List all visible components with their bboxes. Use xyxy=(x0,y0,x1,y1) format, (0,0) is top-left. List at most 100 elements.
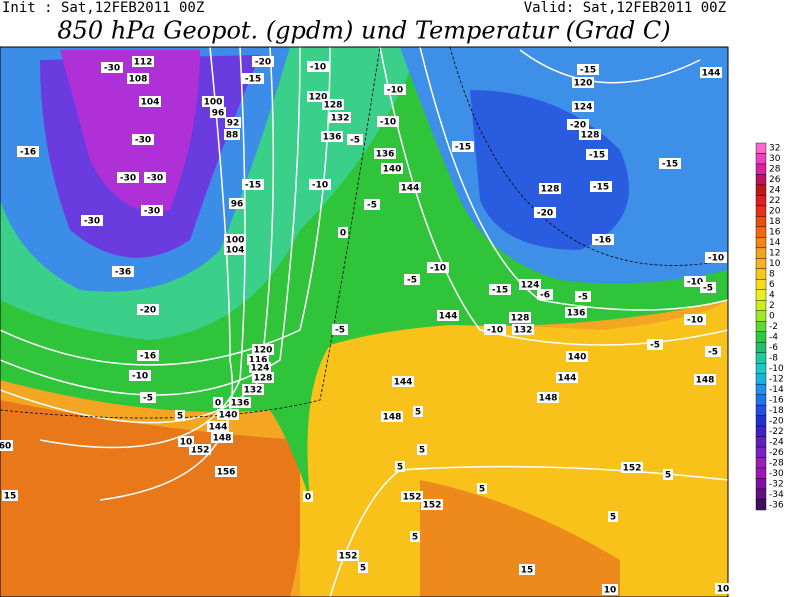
contour-label-box xyxy=(252,344,274,355)
contour-label-box xyxy=(705,346,721,357)
contour-label: -20 xyxy=(537,209,553,219)
contour-label-box xyxy=(602,584,618,595)
contour-label-box xyxy=(404,274,420,285)
contour-label-box xyxy=(229,397,251,408)
contour-label: -15 xyxy=(455,143,471,153)
contour-label: 128 xyxy=(511,314,530,324)
legend-tick-label: 16 xyxy=(769,228,781,238)
contour-label-box xyxy=(224,234,246,245)
contour-label-box xyxy=(347,134,363,145)
contour-label-box xyxy=(421,499,443,510)
legend-swatch xyxy=(755,216,767,228)
legend-swatch xyxy=(755,331,767,343)
legend-tick-label: -12 xyxy=(769,374,784,384)
contour-label-box xyxy=(575,291,591,302)
contour-label-box xyxy=(647,339,663,350)
contour-label: 144 xyxy=(394,378,413,388)
contour-label-box xyxy=(358,562,368,573)
contour-label-box xyxy=(374,148,396,159)
contour-label: 152 xyxy=(191,446,210,456)
contour-label: -20 xyxy=(255,58,271,68)
contour-label-box xyxy=(211,432,233,443)
contour-label: -30 xyxy=(104,64,120,74)
contour-label: -5 xyxy=(367,201,377,211)
contour-label-box xyxy=(101,62,123,73)
contour-label: 104 xyxy=(226,246,245,256)
legend-tick-label: -34 xyxy=(769,490,784,500)
contour-label-box xyxy=(307,91,329,102)
contour-label-box xyxy=(621,462,643,473)
contour-label-box xyxy=(215,466,237,477)
contour-label-box xyxy=(381,411,403,422)
contour-label-box xyxy=(539,183,561,194)
contour-label-box xyxy=(608,511,618,522)
contour-label-box xyxy=(247,354,269,365)
contour-label-box xyxy=(477,483,487,494)
contour-label: -10 xyxy=(687,316,703,326)
contour-label: -15 xyxy=(580,66,596,76)
contour-label: 132 xyxy=(331,114,350,124)
legend-swatch xyxy=(755,425,767,437)
contour-label-box xyxy=(189,444,211,455)
contour-label-box xyxy=(242,384,264,395)
contour-label-box xyxy=(229,198,245,209)
contour-label-box xyxy=(700,282,716,293)
contour-label-box xyxy=(384,84,406,95)
contour-label-box xyxy=(579,129,601,140)
contour-label-box xyxy=(413,406,423,417)
legend-tick-label: -18 xyxy=(769,406,784,416)
contour-label-box xyxy=(252,56,274,67)
legend-swatch xyxy=(755,404,767,416)
contour-label: 148 xyxy=(696,376,715,386)
contour-label-box xyxy=(307,61,329,72)
valid-label: Valid: Sat,12FEB2011 00Z xyxy=(524,0,726,16)
contour-label-box xyxy=(509,312,531,323)
contour-label: 112 xyxy=(134,58,153,68)
legend-tick-label: 6 xyxy=(769,280,775,290)
legend-tick-label: -16 xyxy=(769,395,784,405)
contour-label: 5 xyxy=(419,446,425,456)
contour-label-box xyxy=(700,67,722,78)
contour-label: 132 xyxy=(514,326,533,336)
contour-label: 124 xyxy=(574,103,593,113)
contour-label: 128 xyxy=(254,374,273,384)
contour-label-box xyxy=(217,409,239,420)
contour-label: 116 xyxy=(249,356,268,366)
contour-label: 152 xyxy=(423,501,442,511)
legend-swatch xyxy=(755,373,767,385)
contour-label-box xyxy=(427,262,449,273)
legend-swatch xyxy=(755,153,767,165)
contour-label: 148 xyxy=(539,394,558,404)
contour-label: 5 xyxy=(397,463,403,473)
legend-tick-label: 22 xyxy=(769,196,780,206)
contour-label-box xyxy=(572,77,594,88)
contour-label-box xyxy=(684,276,706,287)
legend-tick-label: 18 xyxy=(769,217,781,227)
init-label: Init : Sat,12FEB2011 00Z xyxy=(2,0,204,16)
contour-label-box xyxy=(322,99,344,110)
contour-label-box xyxy=(565,307,587,318)
legend-swatch xyxy=(755,499,767,511)
contour-label-box xyxy=(694,374,716,385)
contour-label-box xyxy=(684,314,706,325)
contour-label-box xyxy=(489,284,511,295)
contour-label-box xyxy=(512,324,534,335)
legend-tick-label: 30 xyxy=(769,154,781,164)
contour-label-box xyxy=(242,179,264,190)
legend-tick-label: -28 xyxy=(769,458,784,468)
legend-tick-label: 24 xyxy=(769,186,781,196)
contour-label: 148 xyxy=(213,434,232,444)
contour-label-box xyxy=(132,134,154,145)
legend-swatch xyxy=(755,268,767,280)
legend-swatch xyxy=(755,321,767,332)
legend-swatch xyxy=(755,163,767,175)
contour-label: -15 xyxy=(492,286,508,296)
contour-label: 0 xyxy=(340,229,346,239)
contour-label-box xyxy=(213,397,223,408)
contour-label-box xyxy=(537,392,559,403)
contour-label: 132 xyxy=(244,386,263,396)
contour-label-box xyxy=(17,146,39,157)
contour-label: -36 xyxy=(115,268,131,278)
